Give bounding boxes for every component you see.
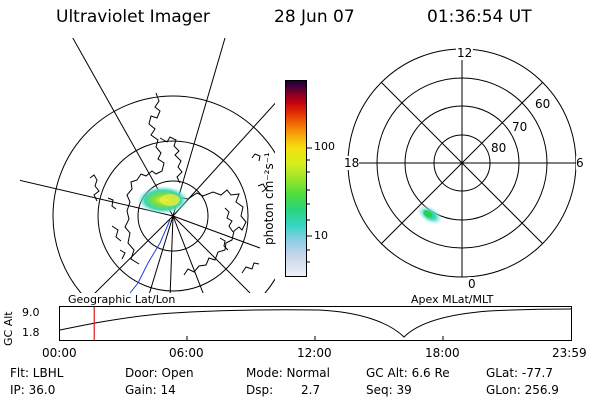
coastline bbox=[124, 92, 247, 276]
glon-info: GLon: 256.9 bbox=[486, 383, 559, 397]
color-scale-gradient bbox=[286, 81, 306, 276]
mlat-label-60: 60 bbox=[535, 97, 551, 111]
geographic-title: Geographic Lat/Lon bbox=[68, 293, 176, 306]
color-scale-tick-10: 10 bbox=[314, 229, 328, 242]
lat-circle bbox=[97, 140, 249, 292]
meridian-line bbox=[72, 38, 174, 217]
ip-info: IP: 36.0 bbox=[10, 383, 56, 397]
meridian-line bbox=[172, 215, 261, 249]
time-tick-2359: 23:59 bbox=[552, 346, 587, 360]
filter-info: Flt: LBHL bbox=[10, 366, 64, 380]
door-info: Door: Open bbox=[125, 366, 194, 380]
polar-plot bbox=[347, 48, 577, 278]
lat-circle bbox=[52, 95, 275, 293]
satellite-track bbox=[129, 219, 171, 293]
time-tick-1200: 12:00 bbox=[297, 346, 332, 360]
mode-info: Mode: Normal bbox=[246, 366, 330, 380]
mlt-line bbox=[380, 81, 544, 245]
time-tick-1800: 18:00 bbox=[425, 346, 460, 360]
coastline bbox=[219, 207, 260, 274]
color-scale-ticks bbox=[306, 147, 312, 263]
meridian-line bbox=[172, 102, 275, 217]
dsp-value: 2.7 bbox=[301, 383, 321, 397]
seq-info: Seq: 39 bbox=[366, 383, 412, 397]
gc-alt-info: GC Alt: 6.6 Re bbox=[366, 366, 450, 380]
altitude-timeline bbox=[59, 306, 572, 341]
app-title: Ultraviolet Imager bbox=[56, 7, 210, 27]
timeline-frame bbox=[59, 306, 572, 341]
lat-circle bbox=[137, 180, 209, 252]
altitude-curve bbox=[59, 308, 572, 338]
mlt-label-0: 0 bbox=[468, 277, 476, 291]
color-scale-tick-100: 100 bbox=[314, 140, 335, 153]
meridian-line bbox=[94, 215, 174, 293]
meridian-line bbox=[172, 215, 251, 293]
observation-time: 01:36:54 UT bbox=[427, 7, 532, 27]
mlat-label-80: 80 bbox=[491, 141, 507, 155]
color-scale-bar bbox=[285, 80, 307, 277]
time-tick-0600: 06:00 bbox=[169, 346, 204, 360]
meridian-line bbox=[172, 38, 226, 217]
mlt-label-12: 12 bbox=[456, 46, 474, 60]
observation-date: 28 Jun 07 bbox=[274, 7, 355, 27]
mlat-label-70: 70 bbox=[512, 120, 528, 134]
time-tick-0000: 00:00 bbox=[42, 346, 77, 360]
altitude-tick-high: 9.0 bbox=[22, 306, 40, 319]
dsp-label: Dsp: bbox=[246, 383, 274, 397]
gain-info: Gain: 14 bbox=[125, 383, 176, 397]
geographic-map bbox=[20, 38, 275, 293]
apex-title: Apex MLat/MLT bbox=[411, 293, 494, 306]
coastline bbox=[89, 174, 126, 260]
color-scale-label: photon cm⁻²s⁻¹ bbox=[262, 152, 276, 245]
coastline bbox=[251, 153, 267, 193]
mlt-label-6: 6 bbox=[576, 156, 584, 170]
meridian-line bbox=[172, 215, 204, 293]
altitude-axis-label: GC Alt bbox=[2, 311, 15, 346]
mlt-label-18: 18 bbox=[344, 156, 360, 170]
meridian-line bbox=[149, 215, 174, 293]
meridian-line bbox=[169, 215, 174, 293]
glat-info: GLat: -77.7 bbox=[486, 366, 553, 380]
altitude-tick-low: 1.8 bbox=[22, 326, 40, 339]
